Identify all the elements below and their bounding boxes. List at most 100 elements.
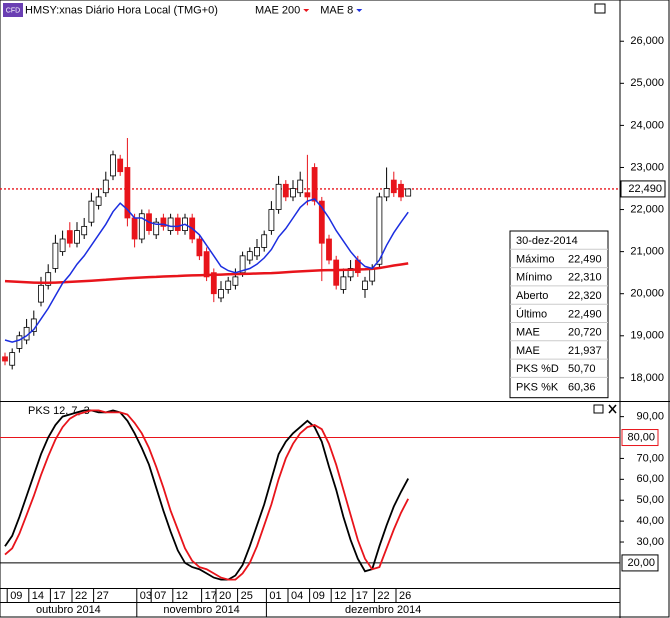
candle-body <box>290 188 296 198</box>
candle-body <box>398 183 404 198</box>
candle-body <box>74 230 80 244</box>
badge: CFD <box>6 7 20 14</box>
candle-body <box>52 242 59 269</box>
candle-body <box>174 217 181 231</box>
info-date: 30-dez-2014 <box>516 235 578 247</box>
candle-body <box>369 268 376 282</box>
y-tick-label: 90,00 <box>636 411 664 423</box>
y-tick-label: 19,000 <box>630 330 664 342</box>
maximize-button[interactable] <box>593 404 604 414</box>
close-button[interactable] <box>608 404 617 414</box>
candle-body <box>160 217 167 227</box>
info-value: 60,36 <box>568 381 596 393</box>
maximize-button[interactable] <box>594 3 606 14</box>
info-value: 22,310 <box>568 272 602 284</box>
y-tick-label: 26,000 <box>630 35 664 47</box>
x-tick-label: 20 <box>219 590 231 602</box>
x-tick-label: 27 <box>97 590 109 602</box>
y-tick-label: 21,000 <box>630 246 664 258</box>
candle-body <box>138 213 145 240</box>
info-value: 50,70 <box>568 363 596 375</box>
candle-body <box>326 238 332 261</box>
candle-body <box>297 179 304 194</box>
candle-body <box>88 200 95 223</box>
legend-entry[interactable]: MAE 200 <box>255 4 300 16</box>
y-tick-label: 60,00 <box>636 473 664 485</box>
info-label: MAE <box>516 345 540 357</box>
info-label: Mínimo <box>516 272 552 284</box>
candle-body <box>59 238 66 253</box>
oscillator-line <box>4 409 409 581</box>
candle-body <box>254 247 260 257</box>
candle-body <box>362 280 368 290</box>
reference-label: 80,00 <box>627 431 655 443</box>
x-tick-label: 17 <box>53 590 65 602</box>
candle-body <box>153 221 160 236</box>
x-tick-label: 22 <box>377 590 389 602</box>
candle-body <box>405 188 412 197</box>
y-tick-label: 40,00 <box>636 515 664 527</box>
y-tick-label: 70,00 <box>636 452 664 464</box>
y-tick-label: 20,000 <box>630 288 664 300</box>
candle-body <box>318 200 325 244</box>
candle-body <box>66 230 73 244</box>
last-price-box <box>620 180 666 198</box>
x-tick-label: 17 <box>356 590 368 602</box>
info-label: MAE <box>516 327 540 339</box>
x-tick-label: 09 <box>313 590 325 602</box>
x-tick-label: 12 <box>334 590 346 602</box>
x-tick-label: 01 <box>269 590 281 602</box>
x-group-label: novembro 2014 <box>163 604 239 616</box>
legend-dropdown <box>356 9 363 12</box>
chart-title: HMSY:xnas Diário Hora Local (TMG+0) <box>25 4 218 16</box>
x-tick-label: 17 <box>205 590 217 602</box>
candle-body <box>124 167 131 219</box>
y-tick-label: 23,000 <box>630 161 664 173</box>
info-value: 22,490 <box>568 253 602 265</box>
candle-body <box>282 183 289 198</box>
oscillator-line <box>4 409 410 581</box>
candle-body <box>2 356 8 362</box>
candle-body <box>203 251 210 278</box>
info-label: Último <box>516 307 547 320</box>
candle-body <box>131 217 138 240</box>
x-tick-label: 14 <box>32 590 44 602</box>
reference-label: 20,00 <box>627 557 655 569</box>
candle-body <box>210 272 217 295</box>
badge-box <box>3 3 23 17</box>
candle-body <box>304 192 311 198</box>
candle-body <box>232 276 239 286</box>
candle-body <box>268 209 275 231</box>
legend-entry[interactable]: MAE 8 <box>320 4 353 16</box>
x-tick-label: 03 <box>140 590 152 602</box>
moving-average-line <box>4 198 409 343</box>
candle-body <box>225 280 232 290</box>
moving-average-line <box>4 262 409 285</box>
candle-body <box>246 251 253 261</box>
info-value: 22,490 <box>568 308 602 320</box>
candle-body <box>383 188 390 198</box>
x-group-label: outubro 2014 <box>36 604 101 616</box>
candle-body <box>311 167 318 202</box>
candle-body <box>81 225 88 236</box>
candle-body <box>333 259 340 286</box>
x-tick-label: 12 <box>176 590 188 602</box>
y-tick-label: 25,000 <box>630 77 664 89</box>
reference-label-box <box>621 429 659 447</box>
y-tick-label: 50,00 <box>636 494 664 506</box>
x-tick-label: 09 <box>10 590 22 602</box>
candle-body <box>275 183 282 210</box>
candle-body <box>117 158 124 173</box>
info-label: PKS %K <box>516 381 559 393</box>
last-price-label: 22,490 <box>628 183 662 195</box>
y-tick-label: 22,000 <box>630 203 664 215</box>
candle-body <box>110 154 116 177</box>
info-label: Aberto <box>516 290 548 302</box>
candle-body <box>16 335 23 349</box>
info-value: 20,720 <box>568 327 602 339</box>
info-box <box>509 230 609 399</box>
candle-body <box>45 272 52 286</box>
info-value: 22,320 <box>568 290 602 302</box>
info-label: Máximo <box>516 253 555 265</box>
